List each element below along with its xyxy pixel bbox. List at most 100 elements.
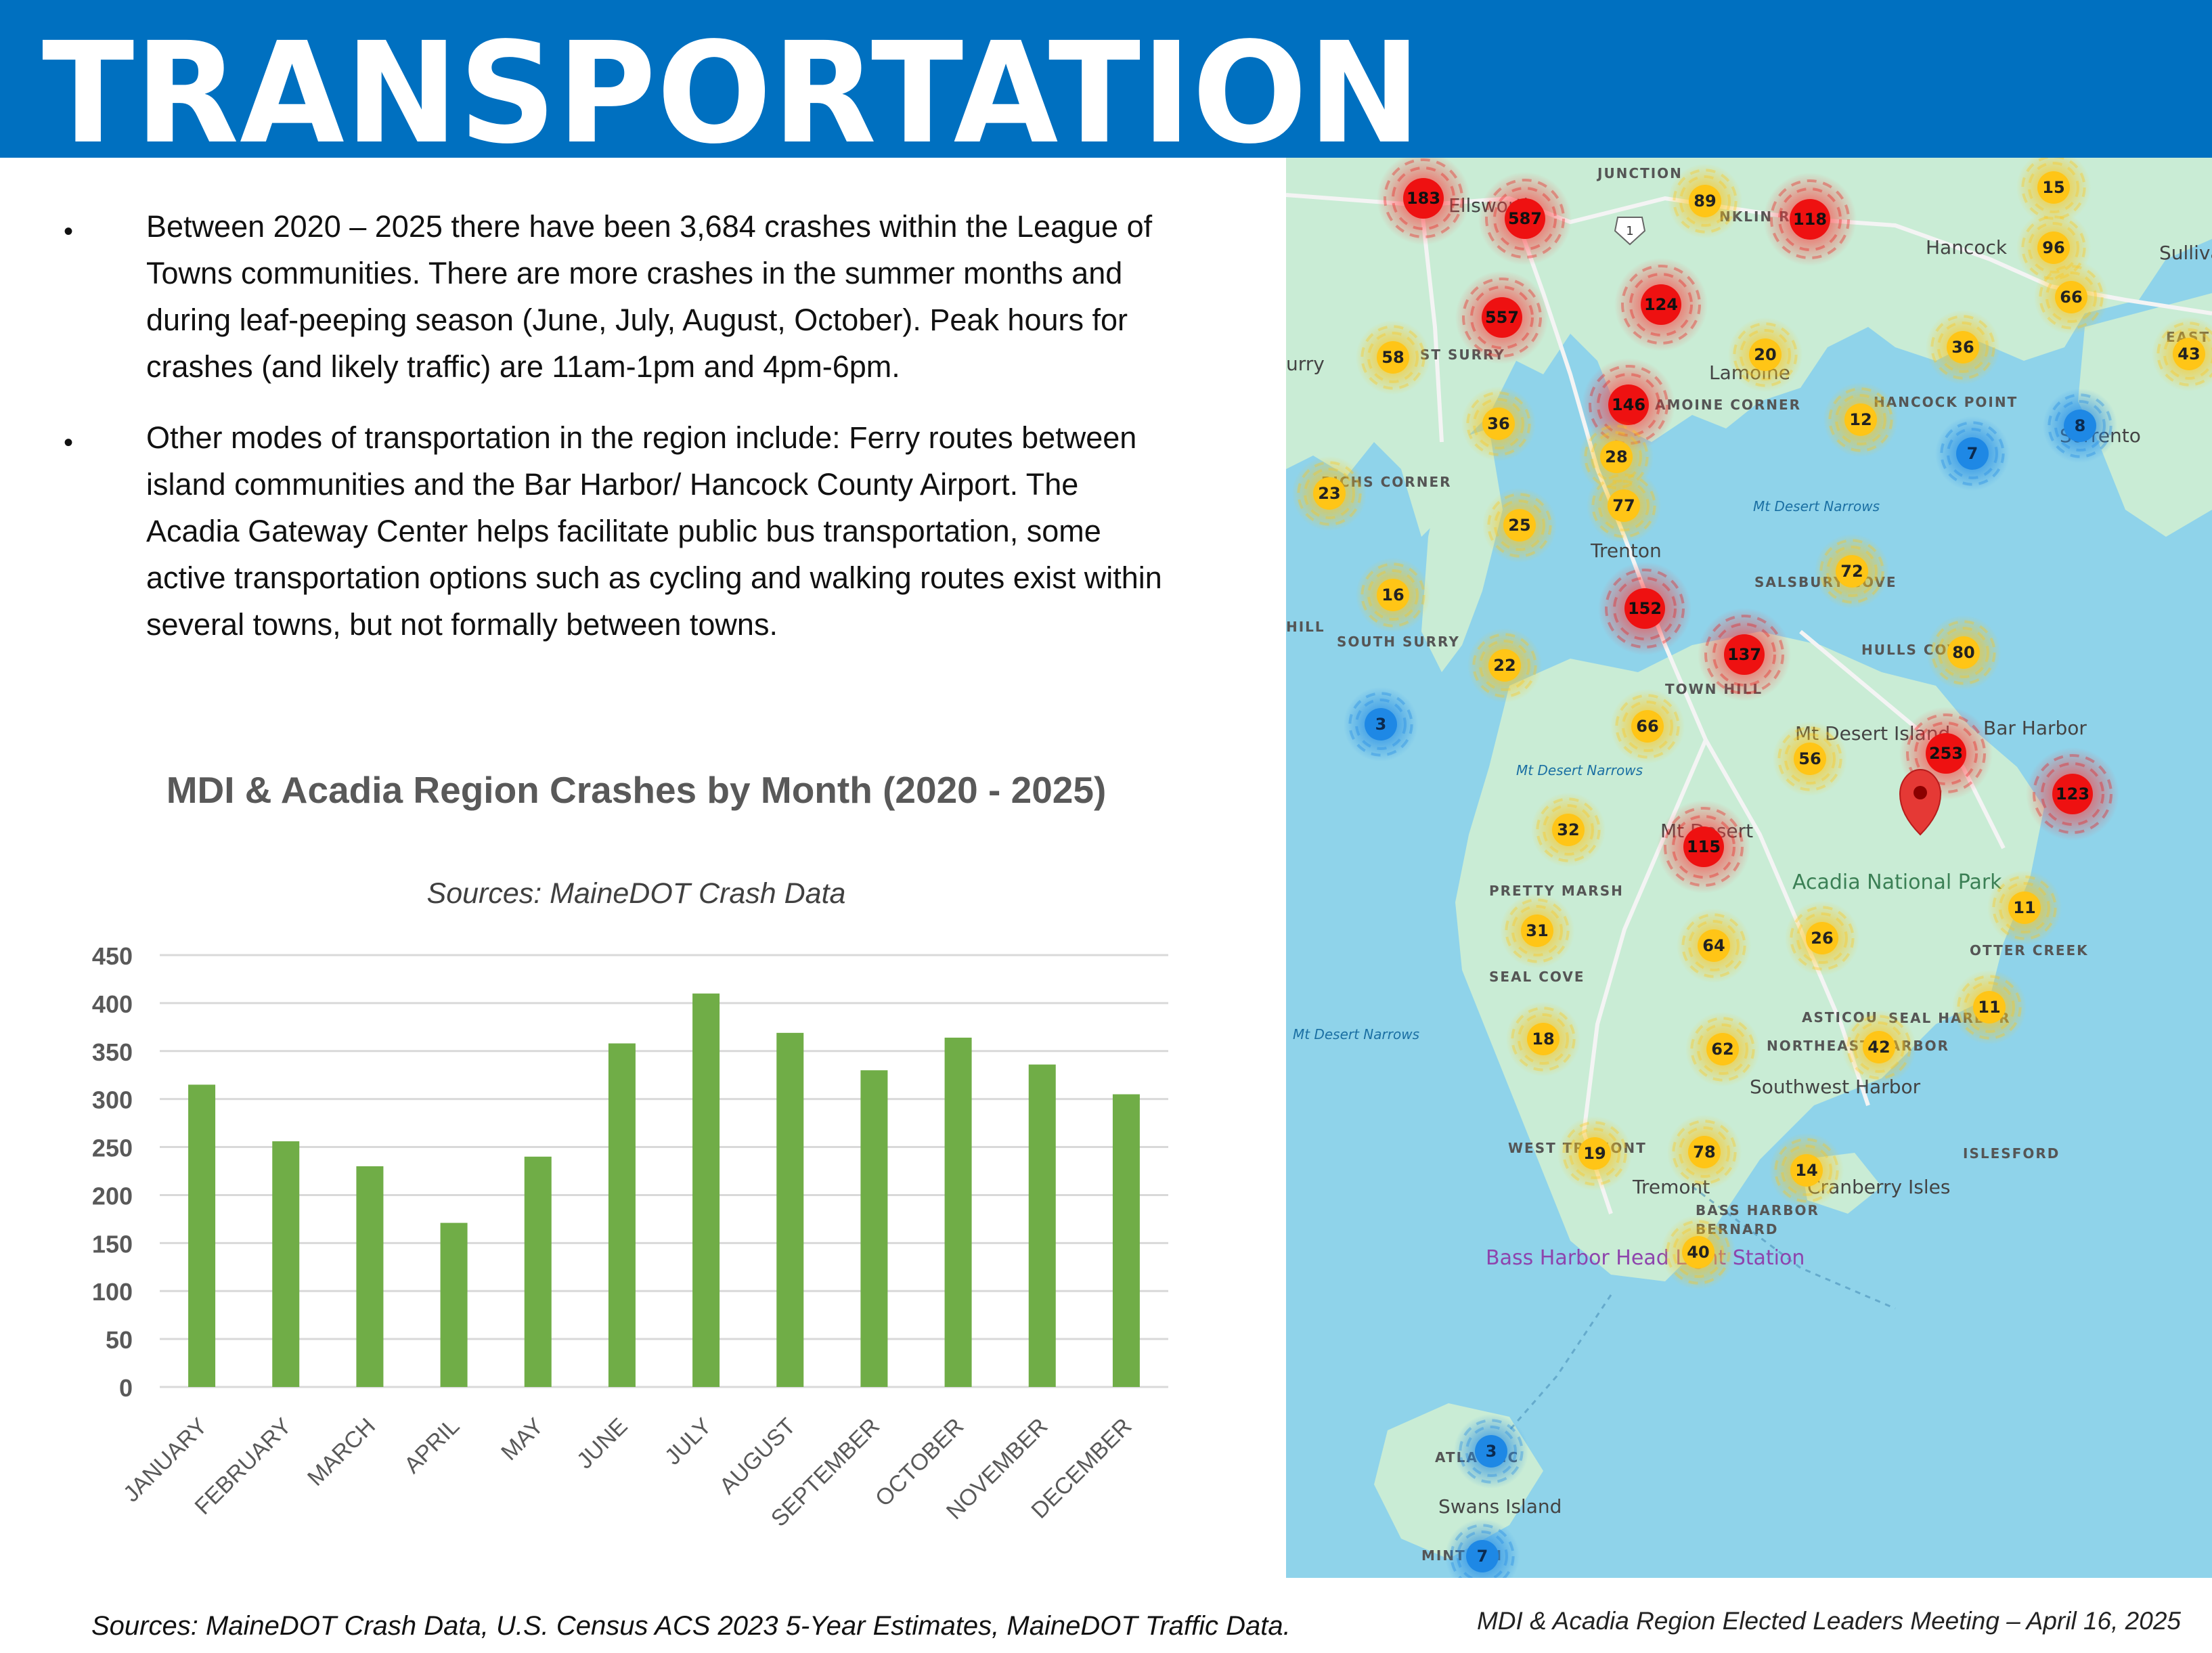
- cluster-marker-yellow[interactable]: 19: [1557, 1116, 1633, 1191]
- map-place-label: Mt Desert Narrows: [1753, 498, 1880, 514]
- x-tick-label: APRIL: [399, 1413, 464, 1478]
- map-canvas[interactable]: JUNCTIONEllsworthNKLIN RDHancockSullivan…: [1286, 158, 2212, 1578]
- cluster-marker-yellow[interactable]: 78: [1666, 1114, 1742, 1190]
- cluster-marker-yellow[interactable]: 18: [1505, 1001, 1581, 1077]
- cluster-marker-yellow[interactable]: 72: [1814, 533, 1890, 609]
- map-place-label: JUNCTION: [1596, 165, 1683, 181]
- cluster-count: 77: [1612, 496, 1635, 515]
- cluster-count: 62: [1711, 1040, 1733, 1059]
- cluster-count: 12: [1849, 410, 1872, 429]
- bar-march: [356, 1166, 384, 1387]
- cluster-marker-red[interactable]: 137: [1698, 608, 1791, 701]
- map-place-label: PRETTY MARSH: [1489, 883, 1624, 899]
- cluster-marker-yellow[interactable]: 23: [1291, 456, 1367, 531]
- cluster-count: 115: [1687, 837, 1721, 856]
- cluster-marker-yellow[interactable]: 40: [1660, 1214, 1736, 1290]
- cluster-count: 20: [1754, 345, 1776, 364]
- cluster-marker-yellow[interactable]: 66: [2033, 259, 2109, 335]
- cluster-marker-yellow[interactable]: 77: [1586, 468, 1662, 544]
- cluster-marker-yellow[interactable]: 36: [1925, 309, 2001, 385]
- map-place-label: Hancock: [1926, 236, 2008, 259]
- map-place-label: Acadia National Park: [1792, 870, 2002, 894]
- cluster-marker-yellow[interactable]: 62: [1685, 1011, 1761, 1087]
- cluster-marker-red[interactable]: 587: [1478, 172, 1572, 265]
- chart-subtitle: Sources: MaineDOT Crash Data: [426, 877, 846, 910]
- cluster-count: 96: [2042, 238, 2064, 257]
- cluster-count: 587: [1508, 209, 1542, 228]
- cluster-marker-red[interactable]: 124: [1614, 258, 1708, 351]
- cluster-marker-yellow[interactable]: 25: [1482, 487, 1557, 563]
- bar-january: [188, 1084, 216, 1387]
- cluster-marker-red[interactable]: 557: [1455, 271, 1549, 364]
- cluster-marker-yellow[interactable]: 31: [1499, 893, 1575, 969]
- cluster-marker-yellow[interactable]: 58: [1355, 319, 1431, 395]
- bullet-icon: •: [64, 217, 74, 246]
- cluster-marker-yellow[interactable]: 64: [1676, 908, 1752, 984]
- cluster-marker-yellow[interactable]: 15: [2016, 158, 2092, 225]
- cluster-marker-yellow[interactable]: 11: [1987, 870, 2062, 946]
- cluster-marker-yellow[interactable]: 20: [1727, 317, 1803, 393]
- y-tick-label: 100: [92, 1278, 133, 1306]
- cluster-marker-red[interactable]: 118: [1763, 173, 1857, 266]
- map-place-label: ISLESFORD: [1963, 1145, 2060, 1162]
- cluster-count: 78: [1693, 1143, 1715, 1162]
- cluster-marker-red[interactable]: 183: [1377, 158, 1470, 245]
- cluster-marker-red[interactable]: 115: [1657, 800, 1750, 894]
- footer-meeting-note: MDI & Acadia Region Elected Leaders Meet…: [1476, 1607, 2181, 1635]
- map-place-label: Trenton: [1590, 539, 1662, 562]
- cluster-marker-yellow[interactable]: 42: [1841, 1009, 1917, 1085]
- cluster-count: 557: [1485, 308, 1519, 327]
- cluster-marker-yellow[interactable]: 14: [1769, 1132, 1844, 1208]
- cluster-count: 7: [1967, 444, 1978, 463]
- cluster-marker-yellow[interactable]: 16: [1355, 557, 1431, 633]
- y-tick-label: 150: [92, 1230, 133, 1258]
- cluster-count: 64: [1702, 936, 1725, 955]
- cluster-marker-yellow[interactable]: 22: [1467, 627, 1543, 703]
- map-place-label: Mt Desert Narrows: [1293, 1026, 1419, 1042]
- cluster-count: 16: [1381, 586, 1404, 604]
- map-place-label: Mt Desert Narrows: [1516, 762, 1643, 778]
- cluster-marker-yellow[interactable]: 66: [1610, 688, 1685, 764]
- cluster-marker-yellow[interactable]: 11: [1951, 969, 2027, 1045]
- cluster-marker-yellow[interactable]: 32: [1530, 792, 1606, 868]
- cluster-count: 42: [1867, 1038, 1890, 1057]
- cluster-marker-yellow[interactable]: 12: [1823, 382, 1899, 458]
- cluster-count: 124: [1644, 295, 1678, 314]
- cluster-count: 11: [1978, 998, 2000, 1017]
- map-place-label: AMOINE CORNER: [1655, 397, 1801, 413]
- peninsula: [1421, 428, 1503, 672]
- cluster-count: 43: [2177, 345, 2200, 363]
- title-banner: TRANSPORTATION: [0, 0, 2212, 163]
- cluster-marker-blue[interactable]: 8: [2042, 388, 2118, 464]
- cluster-marker-blue[interactable]: 7: [1444, 1518, 1520, 1578]
- crash-cluster-map[interactable]: JUNCTIONEllsworthNKLIN RDHancockSullivan…: [1286, 158, 2212, 1578]
- bar-august: [776, 1032, 804, 1387]
- cluster-marker-yellow[interactable]: 36: [1461, 386, 1536, 462]
- cluster-marker-blue[interactable]: 3: [1453, 1413, 1529, 1489]
- cluster-marker-yellow[interactable]: 43: [2151, 316, 2212, 392]
- map-place-label: HANCOCK POINT: [1874, 394, 2018, 410]
- cluster-marker-red[interactable]: 123: [2026, 747, 2119, 841]
- cluster-count: 3: [1375, 715, 1387, 734]
- bullet-item-crashes: • Between 2020 – 2025 there have been 3,6…: [60, 203, 1170, 390]
- cluster-count: 22: [1493, 656, 1516, 675]
- cluster-count: 253: [1929, 744, 1963, 763]
- cluster-marker-blue[interactable]: 7: [1934, 416, 2010, 491]
- cluster-marker-yellow[interactable]: 26: [1784, 900, 1860, 976]
- cluster-marker-yellow[interactable]: 80: [1926, 615, 2001, 690]
- cluster-count: 26: [1811, 929, 1833, 948]
- cluster-count: 80: [1952, 643, 1974, 662]
- map-place-label: SEAL COVE: [1489, 969, 1585, 985]
- cluster-marker-red[interactable]: 152: [1598, 562, 1691, 655]
- y-tick-label: 200: [92, 1182, 133, 1210]
- cluster-count: 146: [1612, 395, 1645, 414]
- location-pin-icon[interactable]: [1899, 768, 1942, 836]
- cluster-marker-yellow[interactable]: 56: [1772, 721, 1848, 797]
- cluster-count: 137: [1727, 645, 1761, 664]
- cluster-marker-yellow[interactable]: 89: [1667, 163, 1743, 239]
- cluster-count: 66: [2060, 288, 2082, 307]
- cluster-marker-blue[interactable]: 3: [1343, 686, 1419, 762]
- cluster-count: 23: [1318, 484, 1340, 503]
- x-tick-label: JULY: [660, 1413, 717, 1470]
